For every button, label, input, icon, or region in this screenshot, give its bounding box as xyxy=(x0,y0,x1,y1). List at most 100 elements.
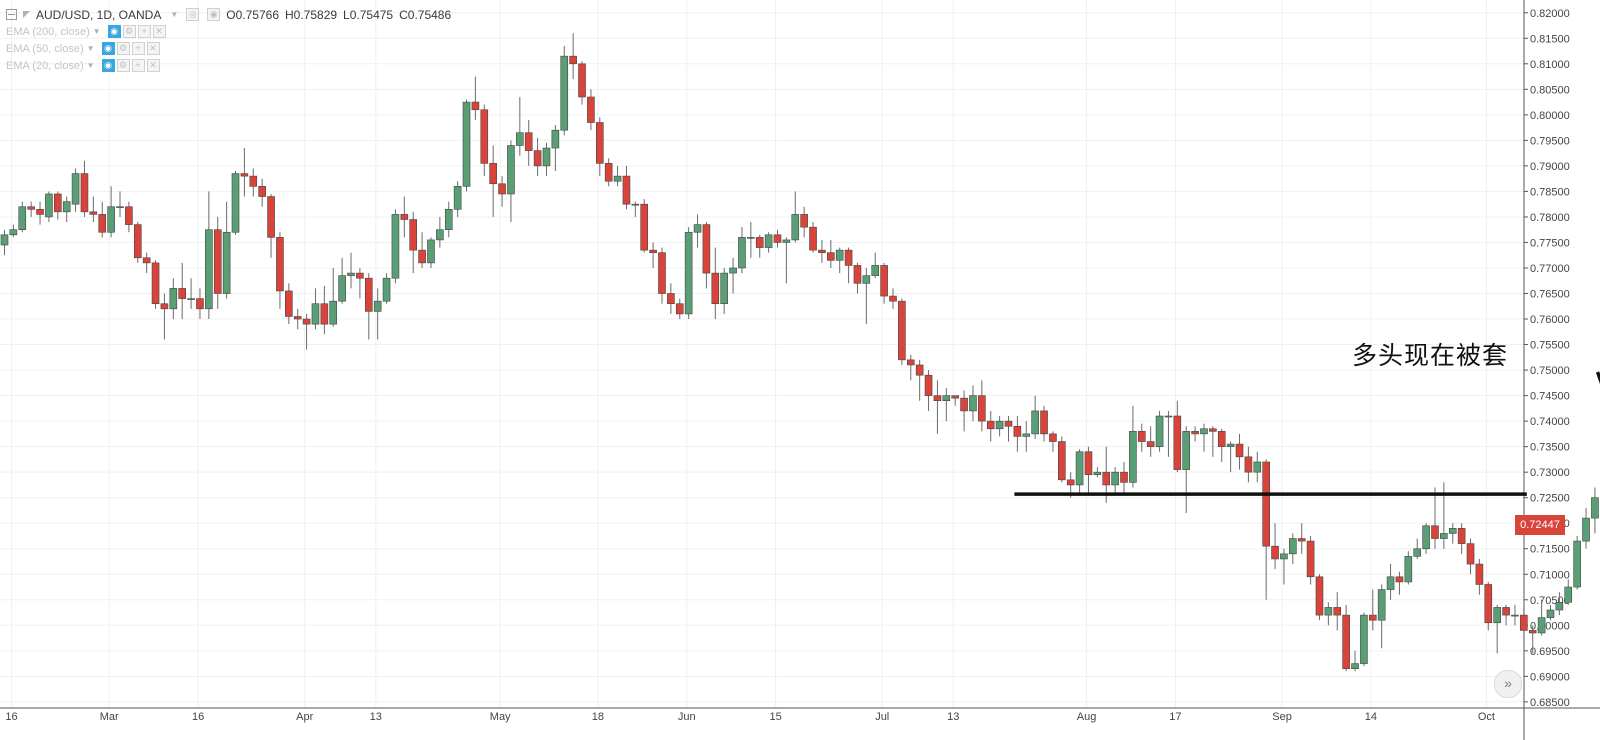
candle-body xyxy=(1520,614,1528,631)
candle-body xyxy=(169,288,178,310)
candle-body xyxy=(578,63,586,98)
candle-body xyxy=(942,395,951,402)
indicator-dropdown-icon[interactable]: ▼ xyxy=(86,44,95,53)
y-tick-label: 0.68500 xyxy=(1530,697,1570,709)
candle-body xyxy=(240,173,249,177)
candle-body xyxy=(1289,538,1297,555)
y-tick-label: 0.79500 xyxy=(1530,135,1570,147)
candle-body xyxy=(1457,528,1466,544)
eye-icon[interactable]: ◉ xyxy=(101,59,115,72)
candle-body xyxy=(1244,456,1253,473)
candle-body xyxy=(444,208,453,231)
candle-body xyxy=(1120,471,1128,483)
candle-body xyxy=(1582,517,1590,542)
candle-body xyxy=(356,272,364,279)
candle-body xyxy=(853,265,862,284)
candle-body xyxy=(1413,548,1422,557)
candle-body xyxy=(1013,425,1022,437)
candle-body xyxy=(871,265,880,276)
candle-body xyxy=(125,206,133,225)
candle-body xyxy=(1466,543,1475,565)
indicator-dropdown-icon[interactable]: ▼ xyxy=(86,61,95,70)
indicator-label[interactable]: EMA (20, close) xyxy=(6,59,84,72)
y-tick-label: 0.71500 xyxy=(1530,544,1570,556)
candle-body xyxy=(453,186,462,210)
add-icon[interactable]: + xyxy=(131,59,145,72)
gear-icon[interactable]: ⚙ xyxy=(116,59,130,72)
candle-body xyxy=(782,239,791,243)
candle-body xyxy=(569,55,577,65)
candle-body xyxy=(764,234,773,248)
candle-body xyxy=(71,173,80,205)
candle-body xyxy=(1324,607,1333,616)
candle-body xyxy=(1182,431,1191,470)
flag-icon[interactable] xyxy=(23,11,30,18)
y-tick-label: 0.74500 xyxy=(1530,391,1570,403)
candle-body xyxy=(951,395,959,399)
candle-body xyxy=(658,252,666,294)
add-icon[interactable]: + xyxy=(131,42,145,55)
candle-body xyxy=(276,237,284,292)
candle-body xyxy=(329,300,338,325)
indicator-row[interactable]: EMA (20, close) ▼ ◉ ⚙ + ✕ xyxy=(6,57,457,74)
candle-body xyxy=(1217,431,1226,447)
y-tick-label: 0.78000 xyxy=(1530,212,1570,224)
candle-body xyxy=(205,229,213,310)
candle-body xyxy=(1333,607,1342,616)
indicator-label[interactable]: EMA (200, close) xyxy=(6,25,90,38)
symbol-settings-icon[interactable]: ◎ xyxy=(186,8,200,21)
candle-body xyxy=(133,224,142,259)
candle-body xyxy=(1058,441,1066,481)
symbol-eye-icon[interactable]: ◉ xyxy=(207,8,221,21)
gear-icon[interactable]: ⚙ xyxy=(116,42,130,55)
candle-body xyxy=(338,275,346,302)
y-tick-label: 0.76000 xyxy=(1530,314,1570,326)
x-tick-label: Mar xyxy=(100,711,119,723)
scroll-to-realtime-button[interactable]: » xyxy=(1494,670,1522,698)
candle-body xyxy=(613,175,622,182)
y-tick-label: 0.70500 xyxy=(1530,595,1570,607)
y-tick-label: 0.74000 xyxy=(1530,416,1570,428)
plot-area xyxy=(0,0,1524,708)
close-icon[interactable]: ✕ xyxy=(146,59,160,72)
candle-body xyxy=(471,101,480,111)
add-icon[interactable]: + xyxy=(137,25,151,38)
candle-body xyxy=(1093,471,1102,476)
candle-body xyxy=(427,239,435,264)
candle-body xyxy=(720,272,728,305)
candle-body xyxy=(27,206,35,210)
close-icon[interactable]: ✕ xyxy=(152,25,166,38)
collapse-legend-icon[interactable] xyxy=(6,9,17,20)
eye-icon[interactable]: ◉ xyxy=(101,42,115,55)
candle-body xyxy=(258,186,266,197)
ohlc-close: C0.75486 xyxy=(399,7,452,22)
candle-body xyxy=(542,147,551,167)
candle-body xyxy=(1404,556,1413,583)
eye-icon[interactable]: ◉ xyxy=(107,25,121,38)
symbol-label[interactable]: AUD/USD, 1D, OANDA xyxy=(36,7,162,22)
candle-body xyxy=(222,231,231,294)
candle-body xyxy=(142,257,151,264)
indicator-label[interactable]: EMA (50, close) xyxy=(6,42,84,55)
candle-body xyxy=(1440,533,1448,539)
symbol-dropdown-icon[interactable]: ▼ xyxy=(170,10,179,19)
candle-body xyxy=(409,219,418,251)
candle-body xyxy=(1564,586,1573,603)
candle-body xyxy=(880,265,888,297)
candle-body xyxy=(978,395,986,422)
y-tick-label: 0.69500 xyxy=(1530,646,1570,658)
candle-body xyxy=(285,290,293,317)
gear-icon[interactable]: ⚙ xyxy=(122,25,136,38)
candle-body xyxy=(711,272,720,305)
candle-body xyxy=(231,173,240,233)
candle-body xyxy=(347,272,355,276)
y-tick-label: 0.72500 xyxy=(1530,493,1570,505)
x-tick-label: 17 xyxy=(1169,711,1181,723)
close-icon[interactable]: ✕ xyxy=(146,42,160,55)
indicator-dropdown-icon[interactable]: ▼ xyxy=(92,27,101,36)
candle-body xyxy=(1200,428,1208,435)
indicator-row[interactable]: EMA (50, close) ▼ ◉ ⚙ + ✕ xyxy=(6,40,457,57)
indicator-row[interactable]: EMA (200, close) ▼ ◉ ⚙ + ✕ xyxy=(6,23,457,40)
y-tick-label: 0.81000 xyxy=(1530,59,1570,71)
